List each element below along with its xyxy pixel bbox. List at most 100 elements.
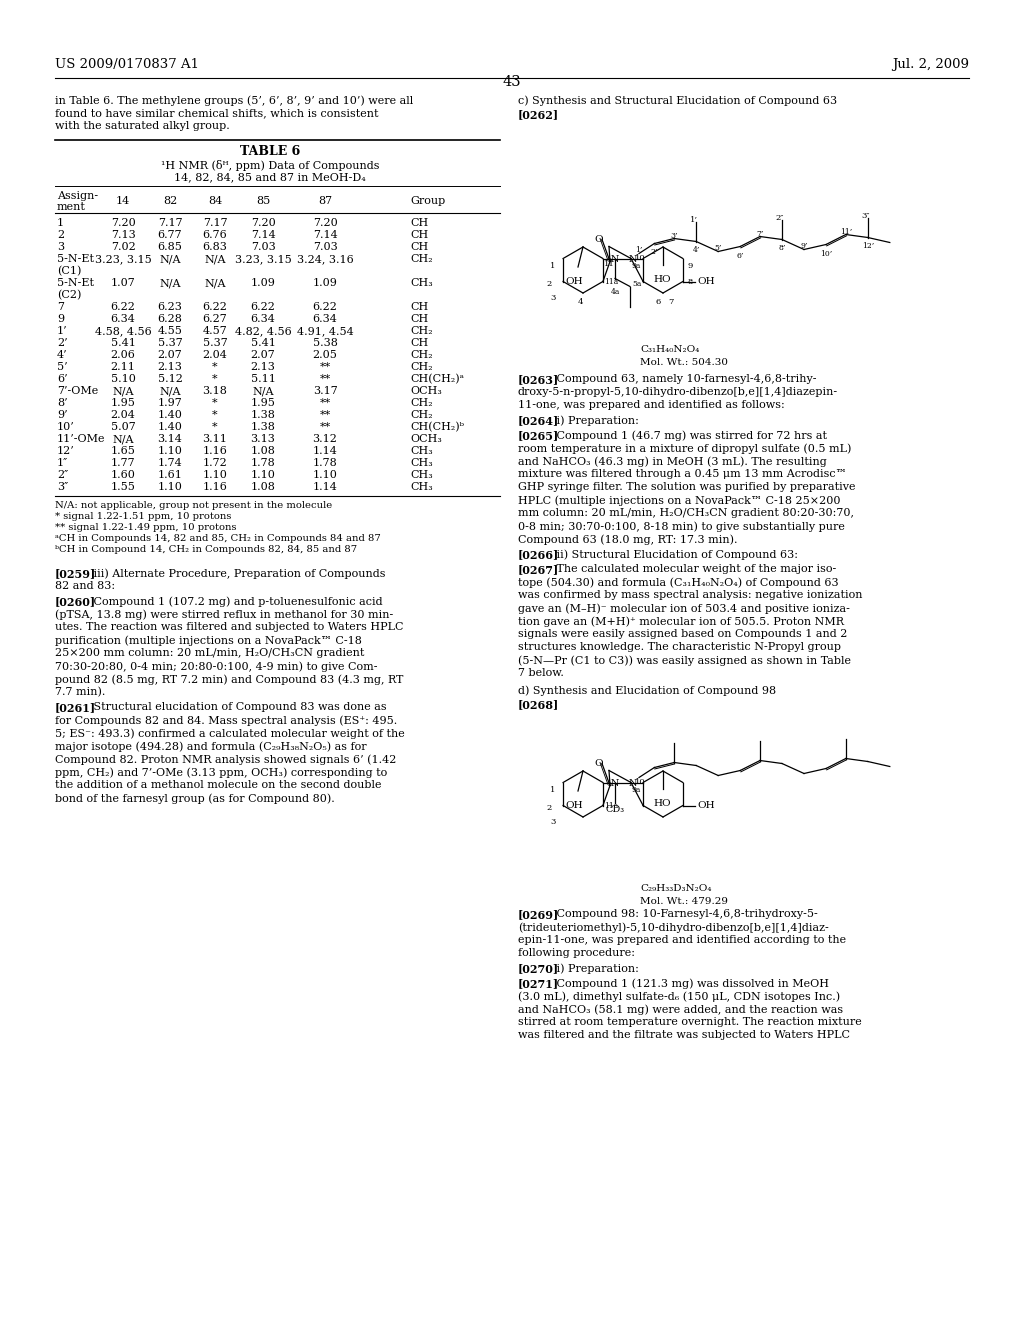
Text: 4.58, 4.56: 4.58, 4.56 <box>94 326 152 337</box>
Text: 11: 11 <box>604 260 614 268</box>
Text: N/A: N/A <box>113 434 134 444</box>
Text: 1.14: 1.14 <box>312 482 338 492</box>
Text: 2: 2 <box>546 804 551 812</box>
Text: 5.41: 5.41 <box>251 338 275 348</box>
Text: for Compounds 82 and 84. Mass spectral analysis (ES⁺: 495.: for Compounds 82 and 84. Mass spectral a… <box>55 715 397 726</box>
Text: 2.04: 2.04 <box>203 350 227 360</box>
Text: O: O <box>594 235 603 244</box>
Text: 1.95: 1.95 <box>251 399 275 408</box>
Text: 1.74: 1.74 <box>158 458 182 469</box>
Text: 1.40: 1.40 <box>158 411 182 420</box>
Text: [0270]: [0270] <box>518 964 559 974</box>
Text: 3.18: 3.18 <box>203 385 227 396</box>
Text: *: * <box>212 362 218 372</box>
Text: 12’: 12’ <box>57 446 75 455</box>
Text: Jul. 2, 2009: Jul. 2, 2009 <box>892 58 969 71</box>
Text: 1’: 1’ <box>690 216 698 224</box>
Text: OCH₃: OCH₃ <box>410 385 442 396</box>
Text: [0263]: [0263] <box>518 374 559 385</box>
Text: 5.41: 5.41 <box>111 338 135 348</box>
Text: CH₃: CH₃ <box>410 470 433 480</box>
Text: 1’: 1’ <box>57 326 68 337</box>
Text: 4’: 4’ <box>57 350 68 360</box>
Text: [0268]: [0268] <box>518 700 559 710</box>
Text: 1.09: 1.09 <box>312 279 338 288</box>
Text: 5.37: 5.37 <box>203 338 227 348</box>
Text: 14: 14 <box>116 195 130 206</box>
Text: 1.10: 1.10 <box>158 482 182 492</box>
Text: i) Preparation:: i) Preparation: <box>546 414 639 425</box>
Text: [0267]: [0267] <box>518 564 559 576</box>
Text: 5.11: 5.11 <box>251 374 275 384</box>
Text: 6.23: 6.23 <box>158 302 182 312</box>
Text: **: ** <box>319 362 331 372</box>
Text: 7.14: 7.14 <box>251 230 275 240</box>
Text: d) Synthesis and Elucidation of Compound 98: d) Synthesis and Elucidation of Compound… <box>518 685 776 696</box>
Text: CH(CH₂)ᵇ: CH(CH₂)ᵇ <box>410 422 464 433</box>
Text: 1.61: 1.61 <box>158 470 182 480</box>
Text: and NaHCO₃ (58.1 mg) were added, and the reaction was: and NaHCO₃ (58.1 mg) were added, and the… <box>518 1005 843 1015</box>
Text: 3’: 3’ <box>671 231 678 239</box>
Text: 3.14: 3.14 <box>158 434 182 444</box>
Text: O: O <box>594 759 603 768</box>
Text: ᵇCH in Compound 14, CH₂ in Compounds 82, 84, 85 and 87: ᵇCH in Compound 14, CH₂ in Compounds 82,… <box>55 545 357 554</box>
Text: [0271]: [0271] <box>518 978 559 989</box>
Text: HO: HO <box>653 799 671 808</box>
Text: 1.95: 1.95 <box>111 399 135 408</box>
Text: 10: 10 <box>635 253 645 261</box>
Text: CH₂: CH₂ <box>410 362 432 372</box>
Text: ment: ment <box>57 202 86 213</box>
Text: 2.11: 2.11 <box>111 362 135 372</box>
Text: 14, 82, 84, 85 and 87 in MeOH-D₄: 14, 82, 84, 85 and 87 in MeOH-D₄ <box>174 172 366 182</box>
Text: N/A: N/A <box>160 385 181 396</box>
Text: i) Preparation:: i) Preparation: <box>546 964 639 974</box>
Text: 7.20: 7.20 <box>251 218 275 228</box>
Text: Compound 82. Proton NMR analysis showed signals 6’ (1.42: Compound 82. Proton NMR analysis showed … <box>55 754 396 764</box>
Text: 1.38: 1.38 <box>251 411 275 420</box>
Text: Assign-: Assign- <box>57 191 98 201</box>
Text: CH₃: CH₃ <box>410 482 433 492</box>
Text: 6’: 6’ <box>57 374 68 384</box>
Text: following procedure:: following procedure: <box>518 948 635 958</box>
Text: in Table 6. The methylene groups (5’, 6’, 8’, 9’ and 10’) were all: in Table 6. The methylene groups (5’, 6’… <box>55 95 414 106</box>
Text: 5’: 5’ <box>57 362 68 372</box>
Text: 3.23, 3.15: 3.23, 3.15 <box>94 253 152 264</box>
Text: CH₂: CH₂ <box>410 411 432 420</box>
Text: Compound 1 (121.3 mg) was dissolved in MeOH: Compound 1 (121.3 mg) was dissolved in M… <box>546 978 829 989</box>
Text: *: * <box>212 399 218 408</box>
Text: CH: CH <box>410 242 428 252</box>
Text: N/A: N/A <box>113 385 134 396</box>
Text: N/A: N/A <box>204 279 225 288</box>
Text: 5.37: 5.37 <box>158 338 182 348</box>
Text: 0-8 min; 30:70-0:100, 8-18 min) to give substantially pure: 0-8 min; 30:70-0:100, 8-18 min) to give … <box>518 521 845 532</box>
Text: 7.17: 7.17 <box>158 218 182 228</box>
Text: * signal 1.22-1.51 ppm, 10 protons: * signal 1.22-1.51 ppm, 10 protons <box>55 512 231 521</box>
Text: 6.34: 6.34 <box>251 314 275 323</box>
Text: 1.60: 1.60 <box>111 470 135 480</box>
Text: **: ** <box>319 399 331 408</box>
Text: **: ** <box>319 374 331 384</box>
Text: 2’: 2’ <box>650 248 658 256</box>
Text: 1.38: 1.38 <box>251 422 275 432</box>
Text: 6.27: 6.27 <box>203 314 227 323</box>
Text: CH₃: CH₃ <box>410 279 433 288</box>
Text: 5-N-Et: 5-N-Et <box>57 279 94 288</box>
Text: *: * <box>212 411 218 420</box>
Text: 7.17: 7.17 <box>203 218 227 228</box>
Text: 4a: 4a <box>611 288 621 296</box>
Text: 1.65: 1.65 <box>111 446 135 455</box>
Text: Compound 98: 10-Farnesyl-4,6,8-trihydroxy-5-: Compound 98: 10-Farnesyl-4,6,8-trihydrox… <box>546 909 818 919</box>
Text: 1.08: 1.08 <box>251 446 275 455</box>
Text: N/A: N/A <box>252 385 273 396</box>
Text: 1.16: 1.16 <box>203 446 227 455</box>
Text: 7.20: 7.20 <box>111 218 135 228</box>
Text: 3.24, 3.16: 3.24, 3.16 <box>297 253 353 264</box>
Text: 1: 1 <box>57 218 65 228</box>
Text: 9: 9 <box>688 261 693 271</box>
Text: 9’: 9’ <box>57 411 68 420</box>
Text: 3″: 3″ <box>57 482 69 492</box>
Text: pound 82 (8.5 mg, RT 7.2 min) and Compound 83 (4.3 mg, RT: pound 82 (8.5 mg, RT 7.2 min) and Compou… <box>55 675 403 685</box>
Text: Structural elucidation of Compound 83 was done as: Structural elucidation of Compound 83 wa… <box>83 702 386 711</box>
Text: *: * <box>212 374 218 384</box>
Text: 6.34: 6.34 <box>111 314 135 323</box>
